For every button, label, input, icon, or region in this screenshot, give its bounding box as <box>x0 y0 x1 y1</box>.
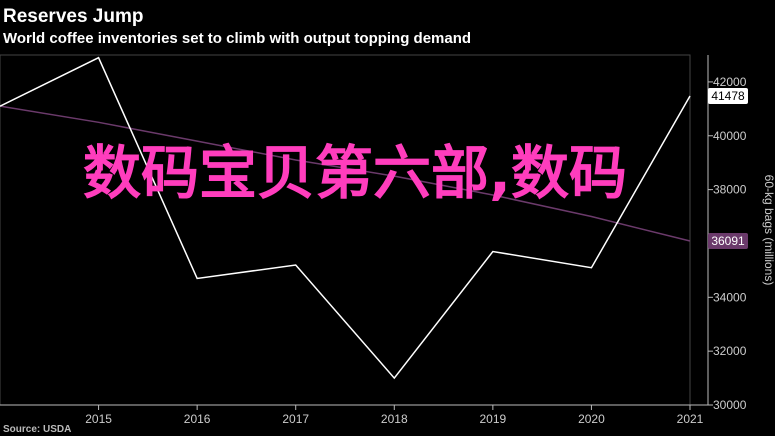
x-tick-label: 2016 <box>184 412 211 426</box>
end-value-label: 41478 <box>711 89 745 103</box>
end-label-box <box>708 233 748 250</box>
series-line-inventories <box>0 56 691 380</box>
x-tick-label: 2018 <box>381 412 408 426</box>
chart-title: Reserves Jump <box>3 6 144 27</box>
series-line-trend <box>0 105 691 242</box>
y-tick-label: 42000 <box>713 75 747 89</box>
x-tick-label: 2020 <box>578 412 605 426</box>
x-tick-label: 2019 <box>480 412 507 426</box>
y-tick-label: 32000 <box>713 344 747 358</box>
x-tick-label: 2017 <box>282 412 309 426</box>
y-tick-label: 30000 <box>713 398 747 412</box>
end-label-box <box>708 87 748 104</box>
y-axis-label: 60-kg bags (millions) <box>762 175 775 286</box>
x-tick-label: 2015 <box>85 412 112 426</box>
chart-subtitle: World coffee inventories set to climb wi… <box>3 30 472 47</box>
y-tick-label: 40000 <box>713 129 747 143</box>
y-tick-label: 38000 <box>713 183 747 197</box>
x-tick-label: 2021 <box>677 412 704 426</box>
y-tick-label: 34000 <box>713 290 747 304</box>
source-note: Source: USDA <box>3 424 72 435</box>
end-value-label: 36091 <box>711 234 745 248</box>
plot-frame <box>0 54 691 406</box>
